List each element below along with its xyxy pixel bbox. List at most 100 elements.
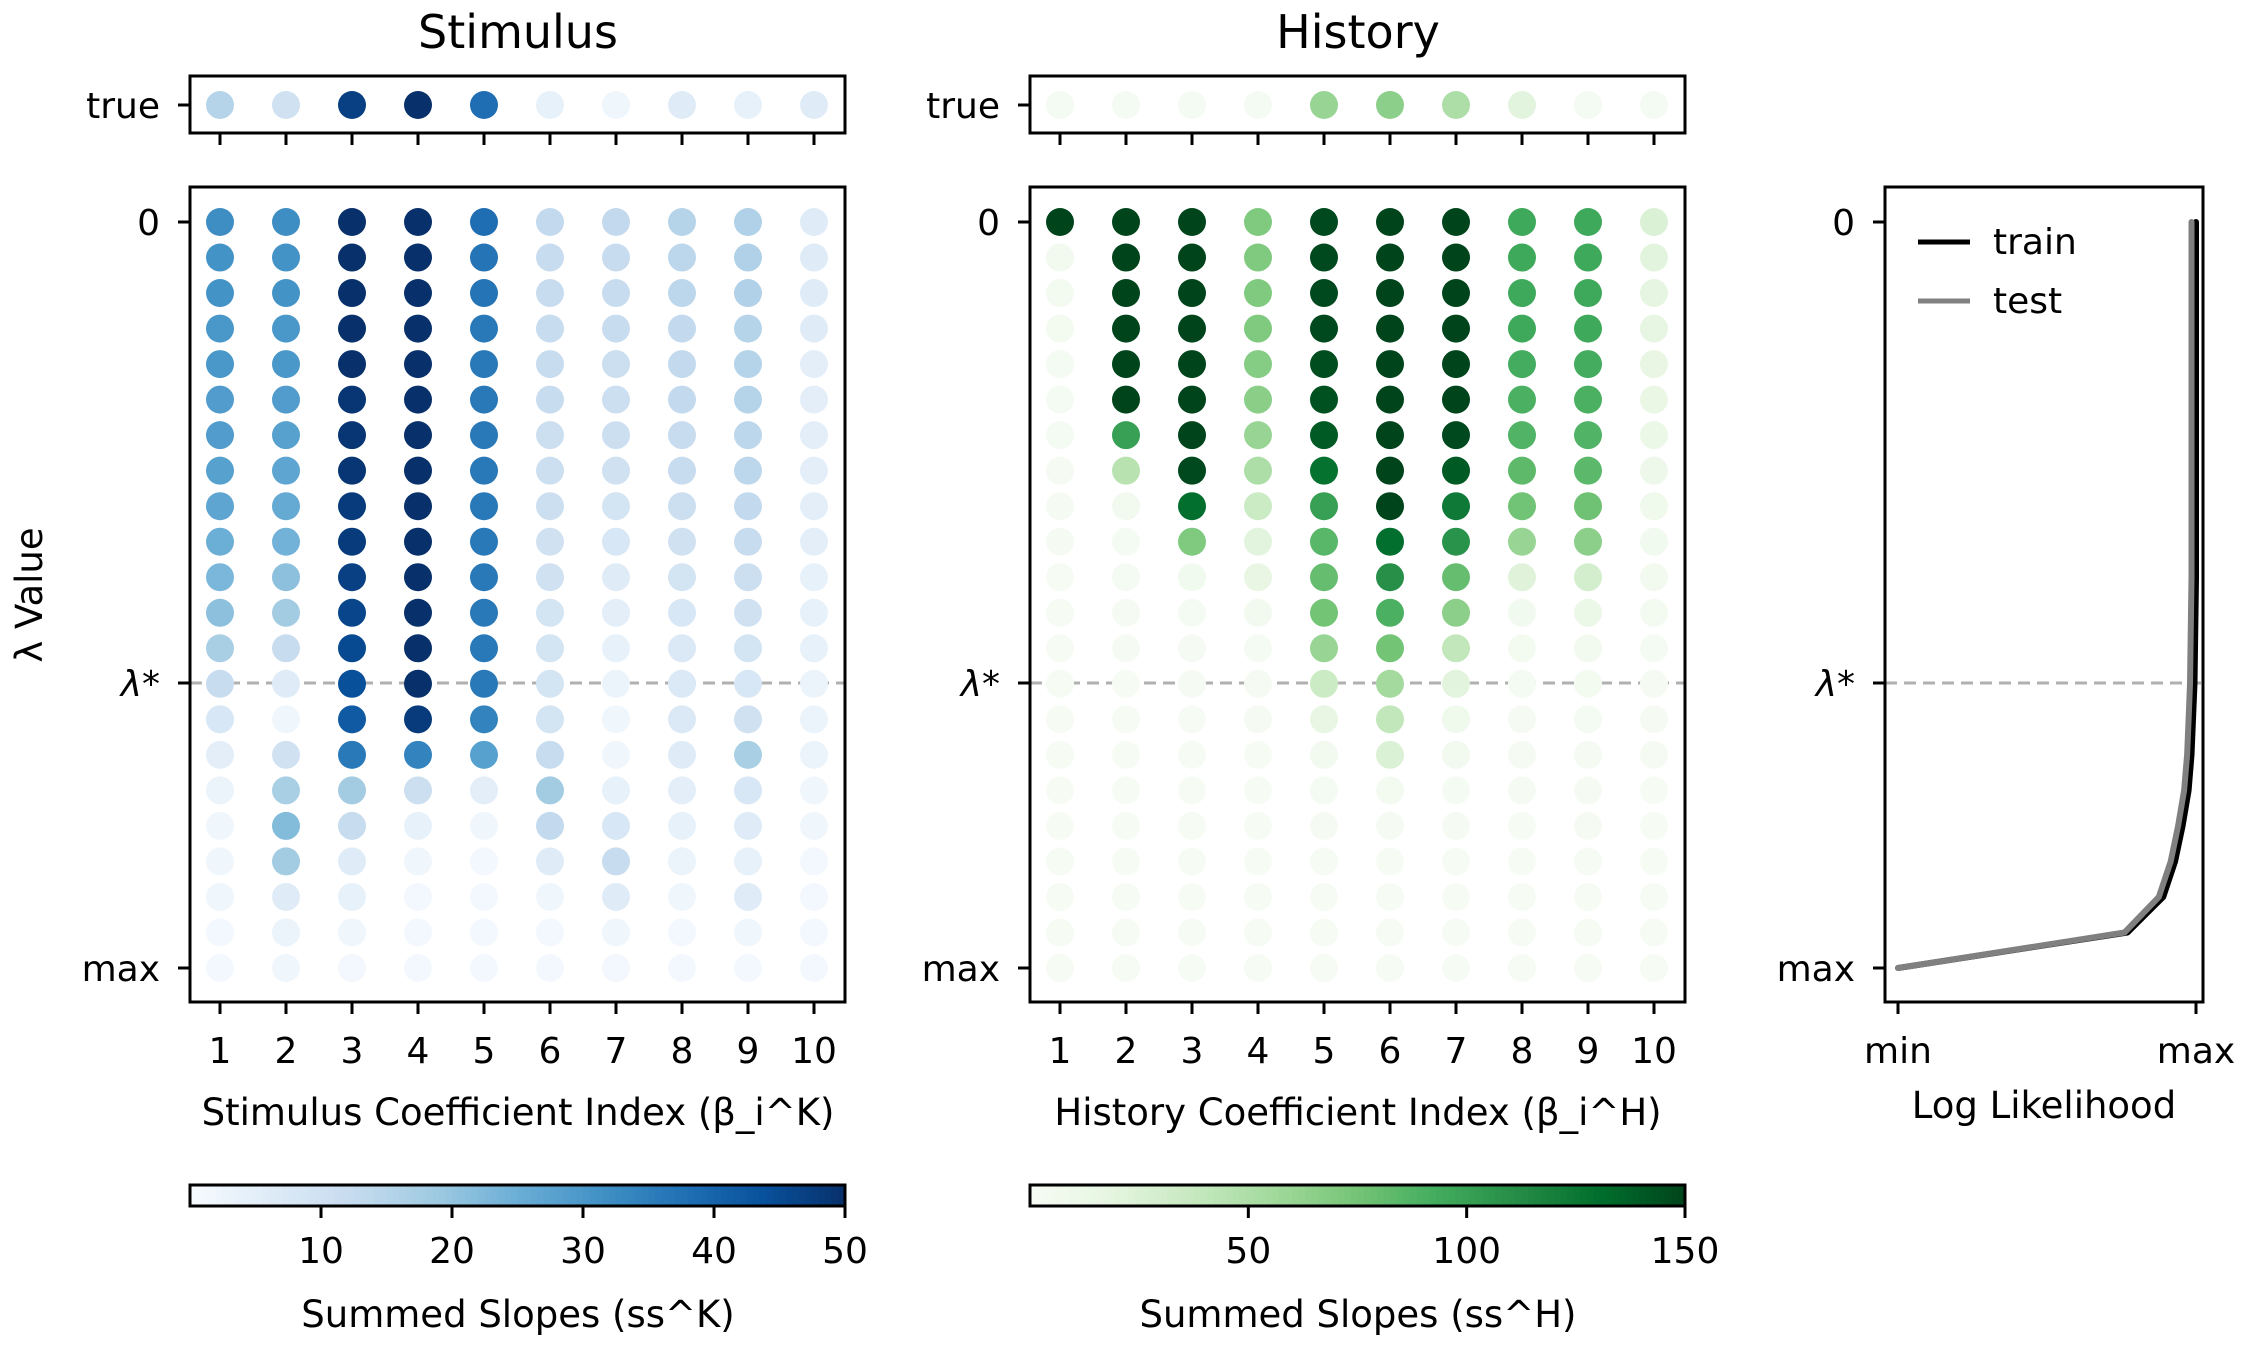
history-point-r14-c9 (1574, 669, 1602, 698)
stimulus-colorbar-ticks: 10 20 30 40 50 (298, 1206, 868, 1272)
history-point-r7-c3 (1178, 421, 1206, 450)
stimulus-point-r10-c6 (536, 527, 564, 556)
history-point-r6-c5 (1310, 385, 1338, 414)
history-true-point-1 (1046, 91, 1074, 119)
stimulus-point-r15-c3 (338, 705, 366, 734)
history-colorbar-segment (1285, 1185, 1293, 1206)
stimulus-true-point-1 (206, 91, 234, 119)
history-point-r1-c3 (1178, 208, 1206, 236)
history-point-r14-c5 (1310, 669, 1338, 698)
stimulus-xtick-label-3: 3 (341, 1031, 364, 1072)
history-point-r9-c4 (1244, 492, 1272, 521)
history-point-r18-c10 (1640, 811, 1668, 840)
likelihood-lines (1895, 219, 2199, 971)
stimulus-point-r20-c10 (800, 882, 828, 911)
history-point-r5-c8 (1508, 350, 1536, 379)
stimulus-point-r20-c4 (404, 882, 432, 911)
stimulus-ytick-label-bottom: max (82, 949, 160, 990)
stimulus-colorbar-segment (360, 1185, 368, 1206)
history-colorbar-segment (1108, 1185, 1116, 1206)
stimulus-point-r18-c8 (668, 811, 696, 840)
stimulus-point-r2-c1 (206, 243, 234, 272)
history-point-r13-c1 (1046, 634, 1074, 663)
stimulus-colorbar-segment (602, 1185, 610, 1206)
history-point-r11-c5 (1310, 563, 1338, 592)
stimulus-colorbar-segment (321, 1185, 329, 1206)
history-point-r7-c2 (1112, 421, 1140, 450)
history-point-r22-c10 (1640, 954, 1668, 982)
stimulus-point-r17-c3 (338, 776, 366, 805)
history-point-r1-c6 (1376, 208, 1404, 236)
stimulus-point-r8-c6 (536, 456, 564, 485)
stimulus-point-r19-c1 (206, 847, 234, 876)
history-point-r21-c3 (1178, 918, 1206, 947)
history-point-r22-c9 (1574, 954, 1602, 982)
stimulus-colorbar-segment (740, 1185, 748, 1206)
history-point-r11-c10 (1640, 563, 1668, 592)
stimulus-point-r8-c7 (602, 456, 630, 485)
history-point-r10-c4 (1244, 527, 1272, 556)
stimulus-colorbar-segment (203, 1185, 211, 1206)
history-point-r10-c10 (1640, 527, 1668, 556)
history-point-r4-c7 (1442, 314, 1470, 343)
history-colorbar-segment (1481, 1185, 1490, 1206)
stimulus-colorbar-segment (366, 1185, 374, 1206)
stimulus-point-r2-c3 (338, 243, 366, 272)
history-point-r10-c2 (1112, 527, 1140, 556)
stimulus-colorbar-segment (772, 1185, 781, 1206)
stimulus-point-r14-c3 (338, 669, 366, 698)
stimulus-point-r11-c6 (536, 563, 564, 592)
history-true-point-7 (1442, 91, 1470, 119)
history-point-r9-c8 (1508, 492, 1536, 521)
history-point-r20-c9 (1574, 882, 1602, 911)
history-title: History (1276, 5, 1440, 59)
stimulus-point-r3-c7 (602, 279, 630, 308)
stimulus-point-r3-c6 (536, 279, 564, 308)
stimulus-colorbar-segment (334, 1185, 342, 1206)
history-point-r17-c7 (1442, 776, 1470, 805)
stimulus-colorbar-segment (327, 1185, 335, 1206)
stimulus-colorbar-segment (242, 1185, 250, 1206)
history-point-r12-c6 (1376, 598, 1404, 627)
history-point-r4-c3 (1178, 314, 1206, 343)
stimulus-point-r19-c9 (734, 847, 762, 876)
stimulus-point-r22-c8 (668, 954, 696, 982)
stimulus-xtick-label-4: 4 (407, 1031, 430, 1072)
stimulus-point-r20-c5 (470, 882, 498, 911)
stimulus-xtick-label-2: 2 (275, 1031, 298, 1072)
stimulus-point-r6-c2 (272, 385, 300, 414)
history-point-r15-c3 (1178, 705, 1206, 734)
history-point-r10-c7 (1442, 527, 1470, 556)
history-true-point-10 (1640, 91, 1668, 119)
stimulus-colorbar-segment (569, 1185, 578, 1206)
stimulus-colorbar-segment (491, 1185, 499, 1206)
stimulus-point-r10-c2 (272, 527, 300, 556)
stimulus-colorbar-segment (831, 1185, 840, 1206)
history-axes-frame (1028, 185, 1687, 1004)
history-colorbar-segment (1141, 1185, 1149, 1206)
history-point-r15-c9 (1574, 705, 1602, 734)
stimulus-point-r10-c10 (800, 527, 828, 556)
stimulus-point-r11-c5 (470, 563, 498, 592)
history-point-r5-c3 (1178, 350, 1206, 379)
history-point-r21-c6 (1376, 918, 1404, 947)
history-colorbar-segment (1632, 1185, 1640, 1206)
history-point-r21-c9 (1574, 918, 1602, 947)
history-point-r1-c1 (1046, 208, 1074, 236)
stimulus-x-ticks: 1 2 3 4 5 6 7 8 9 10 (209, 1002, 837, 1072)
stimulus-point-r21-c8 (668, 918, 696, 947)
history-point-r9-c6 (1376, 492, 1404, 521)
stimulus-point-r15-c2 (272, 705, 300, 734)
history-x-axis-label: History Coefficient Index (β_i^H) (1054, 1091, 1661, 1134)
history-point-r12-c2 (1112, 598, 1140, 627)
history-point-r8-c2 (1112, 456, 1140, 485)
stimulus-colorbar-segment (681, 1185, 689, 1206)
history-point-r9-c10 (1640, 492, 1668, 521)
history-colorbar-segment (1449, 1185, 1457, 1206)
stimulus-point-r3-c2 (272, 279, 300, 308)
history-point-r10-c1 (1046, 527, 1074, 556)
history-point-r8-c8 (1508, 456, 1536, 485)
history-true-point-2 (1112, 91, 1140, 119)
stimulus-colorbar-segment (589, 1185, 597, 1206)
history-colorbar-segment (1652, 1185, 1660, 1206)
